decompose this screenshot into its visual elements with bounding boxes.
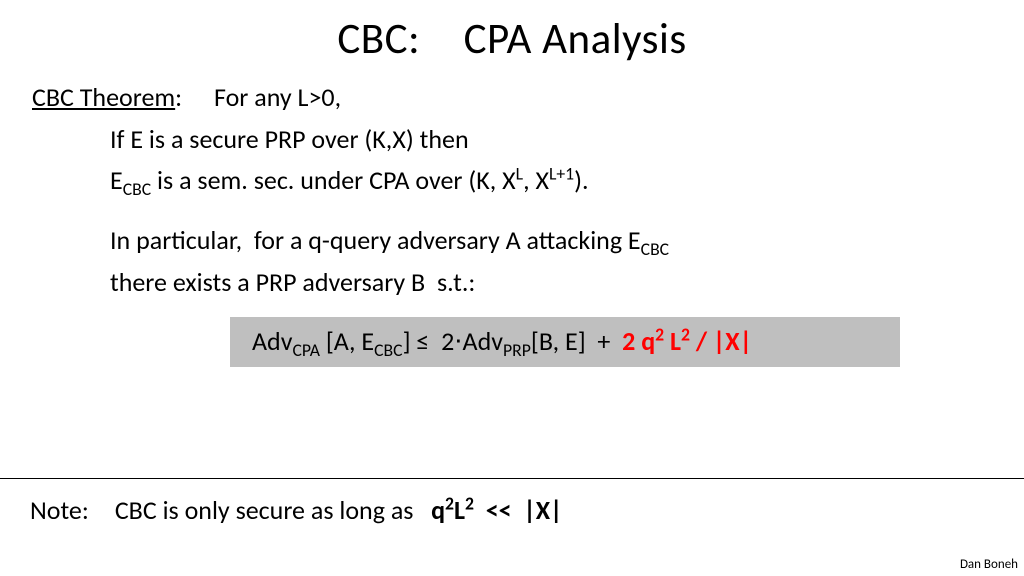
txt: ] ≤ 2⋅Adv: [403, 325, 503, 357]
sup: L+1: [549, 163, 574, 185]
txt: 2 q: [622, 325, 655, 357]
particular-line: In particular, for a q-query adversary A…: [110, 222, 994, 260]
note-line: Note: CBC is only secure as long as q2L2…: [30, 494, 562, 526]
slide-content: CBC Theorem: For any L>0, If E is a secu…: [30, 79, 994, 367]
note-bold: q2L2 << |X|: [431, 494, 562, 526]
sup: 2: [681, 324, 690, 346]
formula-red-term: 2 q2 L2 / |X|: [622, 325, 752, 357]
sub: PRP: [503, 340, 531, 362]
conclusion-line: ECBC is a sem. sec. under CPA over (K, X…: [110, 162, 994, 200]
exists-line: there exists a PRP adversary B s.t.:: [110, 264, 994, 302]
sub: CPA: [292, 340, 319, 362]
premise-line: If E is a secure PRP over (K,X) then: [110, 121, 994, 159]
sup: 2: [655, 324, 664, 346]
txt: Adv: [252, 325, 292, 357]
sub: CBC: [641, 238, 669, 260]
txt: is a sem. sec. under CPA over (K, X: [151, 164, 515, 196]
txt: q: [431, 494, 445, 526]
divider-line: [0, 478, 1024, 479]
sup: 2: [465, 492, 474, 514]
sub: CBC: [374, 340, 402, 362]
slide: CBC: CPA Analysis CBC Theorem: For any L…: [0, 0, 1024, 576]
txt: In particular, for a q-query adversary A…: [110, 224, 641, 256]
theorem-label: CBC Theorem: [32, 81, 175, 113]
sup: 2: [445, 492, 454, 514]
txt: L: [454, 494, 465, 526]
txt: [A, E: [320, 325, 374, 357]
sub: CBC: [123, 179, 151, 201]
theorem-tail: : For any L>0,: [175, 81, 341, 113]
author-credit: Dan Boneh: [960, 557, 1018, 572]
txt: ).: [574, 164, 588, 196]
theorem-line: CBC Theorem: For any L>0,: [32, 79, 994, 117]
txt: [B, E] +: [531, 325, 622, 357]
txt: / |X|: [690, 325, 752, 357]
txt: , X: [523, 164, 549, 196]
sup: L: [516, 163, 523, 185]
slide-title: CBC: CPA Analysis: [30, 12, 994, 65]
formula-box: AdvCPA [A, ECBC] ≤ 2⋅AdvPRP[B, E] + 2 q2…: [230, 317, 900, 367]
txt: << |X|: [474, 494, 562, 526]
txt: Note: CBC is only secure as long as: [30, 494, 431, 526]
txt: L: [664, 325, 681, 357]
txt: E: [110, 164, 123, 196]
